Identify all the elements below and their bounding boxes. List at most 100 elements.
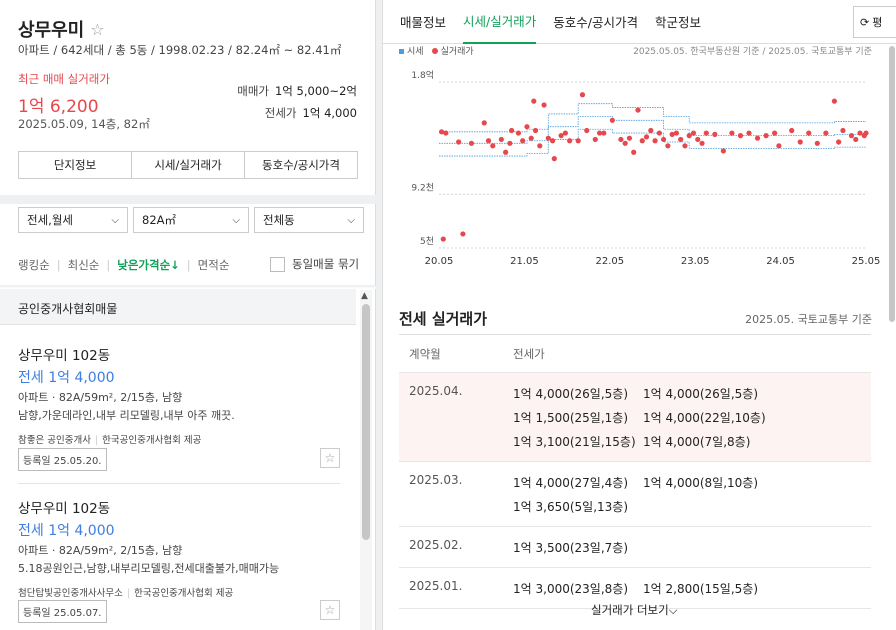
listing-item[interactable]: 상무우미 102동 전세 1억 4,000 아파트 · 82A/59m², 2/… xyxy=(18,344,340,471)
trade-type-select[interactable]: 전세,월세 ⌵ xyxy=(18,207,128,233)
tab-unit-price[interactable]: 동호수/공시가격 xyxy=(262,158,340,172)
refresh-icon: ⟳ xyxy=(860,15,870,29)
sort-ranking[interactable]: 랭킹순 xyxy=(18,258,50,272)
listing-spec: 아파트 · 82A/59m², 2/15층, 남향 xyxy=(18,391,183,404)
transaction-point xyxy=(551,156,557,162)
unit-toggle-button[interactable]: ⟳ 평 xyxy=(853,6,896,38)
scroll-thumb[interactable] xyxy=(889,46,895,322)
scroll-up-icon[interactable]: ▲ xyxy=(361,291,368,301)
chart-source: 2025.05.05. 한국부동산원 기준 / 2025.05. 국토교통부 기… xyxy=(633,47,872,57)
x-tick-label: 22.05 xyxy=(595,256,624,267)
table-row: 2025.04. 1억 4,000(26일,5층) 1억 4,000(26일,5층)… xyxy=(399,373,871,462)
row-month: 2025.01. xyxy=(409,579,463,593)
area-select[interactable]: 82A㎡ ⌵ xyxy=(133,207,249,233)
tab-market-actual[interactable]: 시세/실거래가 xyxy=(463,0,537,44)
transaction-point xyxy=(682,143,688,149)
detail-scrollbar[interactable] xyxy=(888,44,896,630)
chevron-down-icon: ⌵ xyxy=(347,214,355,226)
price-line: 1억 3,100(21일,15층) 1억 4,000(7일,8층) xyxy=(513,429,871,453)
tab-complex-info[interactable]: 단지정보 xyxy=(19,152,132,178)
transaction-point xyxy=(720,148,726,154)
listing-desc: 남향,가운데라인,내부 리모델링,내부 아주 깨끗. xyxy=(18,409,235,422)
transaction-point xyxy=(515,130,522,136)
row-prices: 1억 3,000(23일,8층) 1억 2,800(15일,5층) xyxy=(513,576,871,600)
price-line: 1억 4,000(26일,5층) 1억 4,000(26일,5층) xyxy=(513,381,871,405)
group-same-listings[interactable]: 동일매물 묶기 xyxy=(270,256,359,272)
transaction-point xyxy=(831,98,838,104)
col-jeonse-price: 전세가 xyxy=(513,346,545,361)
chevron-down-icon: ⌵ xyxy=(111,214,119,226)
jeonse-source: 2025.05. 국토교통부 기준 xyxy=(745,313,872,326)
listing-provider: 한국공인중개사협회 제공 xyxy=(134,588,234,599)
transaction-point xyxy=(737,133,744,139)
transaction-point xyxy=(746,130,752,136)
transaction-point xyxy=(776,143,782,149)
chart-legend: 시세 실거래가 xyxy=(399,44,474,57)
jeonse-table: 계약월 전세가 2025.04. 1억 4,000(26일,5층) 1억 4,000… xyxy=(399,334,871,609)
sale-price-row: 매매가 1억 5,000~2억 xyxy=(237,83,357,99)
listing-item[interactable]: 상무우미 102동 전세 1억 4,000 아파트 · 82A/59m², 2/… xyxy=(18,497,340,623)
legend-actual-swatch xyxy=(431,48,438,54)
sort-latest[interactable]: 최신순 xyxy=(67,258,100,272)
listing-provider: 한국공인중개사협회 제공 xyxy=(102,435,202,446)
sort-low-price[interactable]: 낮은가격순↓ xyxy=(117,258,180,272)
row-prices: 1억 4,000(26일,5층) 1억 4,000(26일,5층) 1억 1,500… xyxy=(513,381,871,453)
list-shadow xyxy=(0,285,376,289)
listing-reg-date: 등록일 25.05.07. xyxy=(18,600,107,623)
transaction-point xyxy=(626,135,633,141)
legend-actual-label: 실거래가 xyxy=(440,47,474,57)
transaction-point xyxy=(549,138,556,144)
transaction-price: 1억 4,000(26일,5층) xyxy=(513,386,629,401)
star-icon[interactable]: ☆ xyxy=(90,19,105,39)
transaction-point xyxy=(686,133,692,139)
transaction-price: 1억 4,000(7일,8층) xyxy=(643,434,751,449)
table-row: 2025.03. 1억 4,000(27일,4층) 1억 4,000(8일,10층)… xyxy=(399,462,871,527)
table-body: 2025.04. 1억 4,000(26일,5층) 1억 4,000(26일,5층)… xyxy=(399,373,871,609)
complex-panel: 상무우미 ☆ 아파트 / 642세대 / 총 5동 / 1998.02.23 /… xyxy=(0,0,376,630)
tab-unit-price-info[interactable]: 동호수/공시가격 xyxy=(553,15,638,30)
transaction-point xyxy=(797,139,803,145)
row-month: 2025.04. xyxy=(409,384,463,398)
tab-school-info[interactable]: 학군정보 xyxy=(654,15,701,30)
tab-market-price[interactable]: 시세/실거래가 xyxy=(132,152,245,178)
sale-price-value: 1억 5,000~2억 xyxy=(274,84,357,98)
transaction-point xyxy=(729,130,735,136)
transaction-point xyxy=(814,140,820,146)
x-tick-label: 20.05 xyxy=(425,256,454,267)
transaction-point xyxy=(609,117,615,123)
transaction-point xyxy=(443,130,449,136)
sort-area[interactable]: 면적순 xyxy=(197,258,230,272)
transaction-point xyxy=(643,134,650,140)
chevron-down-icon: ⌵ xyxy=(232,214,240,226)
listing-name: 상무우미 102동 xyxy=(18,501,111,517)
listing-name: 상무우미 102동 xyxy=(18,348,111,364)
transaction-point xyxy=(857,130,863,136)
transaction-point xyxy=(863,130,869,136)
title-row: 상무우미 ☆ xyxy=(18,16,105,42)
price-chart[interactable]: 1.8억 9.2천 5천 20.05 21.05 22.05 23.05 24.05 25.05 xyxy=(383,58,883,278)
complex-meta: 아파트 / 642세대 / 총 5동 / 1998.02.23 / 82.24㎡… xyxy=(18,43,342,57)
sort-options: 랭킹순 | 최신순 | 낮은가격순↓ | 면적순 xyxy=(18,258,230,272)
more-transactions-link[interactable]: 실거래가 더보기⌵ xyxy=(591,602,677,618)
transaction-point xyxy=(618,136,624,143)
star-icon[interactable]: ☆ xyxy=(320,448,340,468)
star-icon[interactable]: ☆ xyxy=(320,600,340,620)
transaction-point xyxy=(656,130,662,136)
scroll-thumb[interactable] xyxy=(362,304,370,540)
area-value: 82A㎡ xyxy=(142,213,177,227)
tab-listing-info[interactable]: 매물정보 xyxy=(400,15,447,30)
group-checkbox[interactable] xyxy=(270,256,285,272)
price-line: 1억 1,500(25일,1층) 1억 4,000(22일,10층) xyxy=(513,405,871,429)
listing-agent: 참좋은 공인중개사 xyxy=(18,435,91,446)
transaction-point xyxy=(763,133,769,139)
building-select[interactable]: 전체동 ⌵ xyxy=(254,207,364,233)
listing-reg-date: 등록일 25.05.20. xyxy=(18,448,107,471)
row-month: 2025.02. xyxy=(409,538,463,552)
transaction-point xyxy=(579,92,586,98)
transaction-price: 1억 4,000(27일,4층) xyxy=(513,475,629,490)
transaction-point xyxy=(631,149,637,155)
transaction-point xyxy=(567,138,573,144)
row-month: 2025.03. xyxy=(409,473,463,487)
transaction-point xyxy=(703,130,709,136)
listing-scrollbar[interactable]: ▲ xyxy=(360,290,372,630)
